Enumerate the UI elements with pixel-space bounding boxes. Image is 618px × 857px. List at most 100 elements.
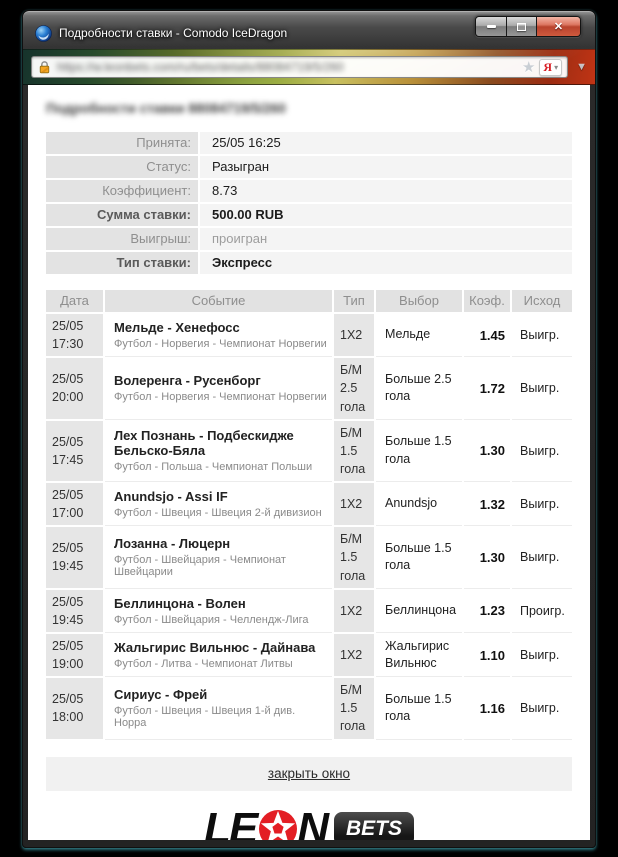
summary-row: Сумма ставки: 500.00 RUB [46,204,572,226]
bet-event-cell: Волеренга - Русенборг Футбол - Норвегия … [105,358,332,419]
summary-label: Тип ставки: [46,252,198,274]
bet-date: 25/05 [52,638,84,653]
logo-bets-badge: BETS [334,811,415,840]
address-bar[interactable]: https://w.leonbets.com/ru/bets/details/8… [31,56,569,78]
bet-type-cell: 1X2 [334,483,374,526]
summary-value: 25/05 16:25 [200,132,572,154]
bet-choice-cell: Anundsjo [376,483,462,526]
bet-event-league: Футбол - Норвегия - Чемпионат Норвегии [114,391,327,404]
bets-column-header: Коэф. [464,290,510,312]
bet-choice-cell: Жальгирис Вильнюс [376,633,462,677]
bet-type-cell: Б/М 1.5 гола [334,527,374,588]
bet-time: 20:00 [52,390,84,405]
bet-coef-cell: 1.45 [464,314,510,357]
bet-outcome-cell: Выигр. [512,483,572,526]
bet-coef-cell: 1.23 [464,589,510,632]
bets-table: Дата Событие Тип Выбор Коэф. Исход [46,290,572,739]
bet-outcome-cell: Проигр. [512,589,572,632]
bet-coef-cell: 1.16 [464,678,510,739]
bet-date-cell: 25/05 19:45 [46,527,103,588]
bet-date: 25/05 [52,541,84,556]
summary-value: 500.00 RUB [200,204,572,226]
bet-event-cell: Сириус - Фрей Футбол - Швеция - Швеция 1… [105,678,332,739]
bet-time: 18:00 [52,710,84,725]
bet-event-cell: Лех Познань - Подбескидже Бельско-Бяла Ф… [105,420,332,481]
bet-event-league: Футбол - Литва - Чемпионат Литвы [114,658,293,670]
table-row: 25/05 18:00 Сириус - Фрей Футбол - Швеци… [46,678,572,739]
bet-summary-table: Принята: 25/05 16:25 Статус: Разыгран Ко… [46,132,572,274]
bet-outcome-cell: Выигр. [512,527,572,588]
close-window-button[interactable]: ✕ [536,17,580,36]
summary-row: Статус: Разыгран [46,156,572,178]
bet-outcome-cell: Выигр. [512,358,572,419]
yandex-icon: Я [543,59,553,74]
bet-event-cell: Anundsjo - Assi IF Футбол - Швеция - Шве… [105,483,332,526]
lock-icon [37,60,52,75]
bet-date-cell: 25/05 18:00 [46,678,103,739]
bet-event-cell: Лозанна - Люцерн Футбол - Швейцария - Че… [105,527,332,588]
bet-choice-cell: Беллинцона [376,589,462,632]
bookmark-star-icon[interactable]: ★ [521,59,536,76]
close-window-link[interactable]: закрыть окно [267,766,351,781]
bet-type-cell: 1X2 [334,633,374,677]
bet-event-cell: Беллинцона - Волен Футбол - Швейцария - … [105,589,332,632]
minimize-button[interactable] [476,17,506,36]
bet-outcome-cell: Выигр. [512,420,572,481]
bet-coef-cell: 1.30 [464,527,510,588]
window-titlebar[interactable]: Подробности ставки - Comodo IceDragon ✕ [23,11,595,49]
summary-label: Принята: [46,132,198,154]
bets-table-body: 25/05 17:30 Мельде - Хенефосс Футбол - Н… [46,314,572,739]
summary-row: Тип ставки: Экспресс [46,252,572,274]
summary-row: Выигрыш: проигран [46,228,572,250]
bet-time: 19:45 [52,612,84,627]
bet-type-cell: Б/М 1.5 гола [334,678,374,739]
bet-outcome-cell: Выигр. [512,314,572,357]
summary-label: Сумма ставки: [46,204,198,226]
bets-column-header: Выбор [376,290,462,312]
browser-window: Подробности ставки - Comodo IceDragon ✕ … [22,10,596,848]
yandex-search-button[interactable]: Я ▾ [539,58,563,76]
logo-text-le: LE [203,803,258,840]
table-row: 25/05 17:00 Anundsjo - Assi IF Футбол - … [46,483,572,526]
bet-choice-cell: Мельде [376,314,462,357]
bet-date-cell: 25/05 17:30 [46,314,103,357]
bet-time: 17:00 [52,506,84,521]
bet-event-league: Футбол - Норвегия - Чемпионат Норвегии [114,338,327,351]
bet-time: 19:45 [52,559,84,574]
bet-event-league: Футбол - Швеция - Швеция 1-й див. Норра [114,705,296,730]
bet-event-name: Мельде - Хенефосс [114,320,240,336]
table-row: 25/05 19:00 Жальгирис Вильнюс - Дайнава … [46,633,572,677]
bet-type-cell: 1X2 [334,589,374,632]
bet-date-cell: 25/05 17:45 [46,420,103,481]
bet-event-cell: Жальгирис Вильнюс - Дайнава Футбол - Лит… [105,633,332,677]
bet-event-cell: Мельде - Хенефосс Футбол - Норвегия - Че… [105,314,332,357]
bet-date: 25/05 [52,319,84,333]
bet-date-cell: 25/05 20:00 [46,358,103,419]
icedragon-app-icon [35,24,52,42]
leonbets-logo: LE N BETS БУКМЕКЕРСКАЯ КОНТОРА [46,803,572,840]
bet-event-league: Футбол - Швейцария - Чемпионат Швейцарии [114,554,286,579]
bet-event-name: Волеренга - Русенборг [114,373,261,389]
bet-choice-cell: Больше 2.5 гола [376,358,462,419]
bet-time: 17:45 [52,452,84,467]
bet-event-name: Сириус - Фрей [114,687,208,703]
bet-event-name: Лех Познань - Подбескидже Бельско-Бяла [114,428,294,459]
summary-value: Экспресс [200,252,572,274]
url-text[interactable]: https://w.leonbets.com/ru/bets/details/8… [57,60,344,74]
bet-type-cell: Б/М 2.5 гола [334,358,374,419]
bet-time: 19:00 [52,657,84,671]
history-dropdown-icon[interactable]: ▼ [576,61,587,73]
logo-text-n: N [297,803,329,840]
bet-outcome-cell: Выигр. [512,633,572,677]
close-link-bar: закрыть окно [46,756,572,791]
bet-type-cell: Б/М 1.5 гола [334,420,374,481]
soccer-ball-icon [258,809,298,840]
table-row: 25/05 19:45 Лозанна - Люцерн Футбол - Шв… [46,527,572,588]
bets-column-header: Исход [512,290,572,312]
bet-event-name: Жальгирис Вильнюс - Дайнава [114,640,316,655]
summary-label: Коэффициент: [46,180,198,202]
page-content: Подробности ставки 88084719/5/260 Принят… [28,85,590,840]
bet-outcome-cell: Выигр. [512,678,572,739]
maximize-button[interactable] [506,17,536,36]
window-controls: ✕ [475,16,581,37]
